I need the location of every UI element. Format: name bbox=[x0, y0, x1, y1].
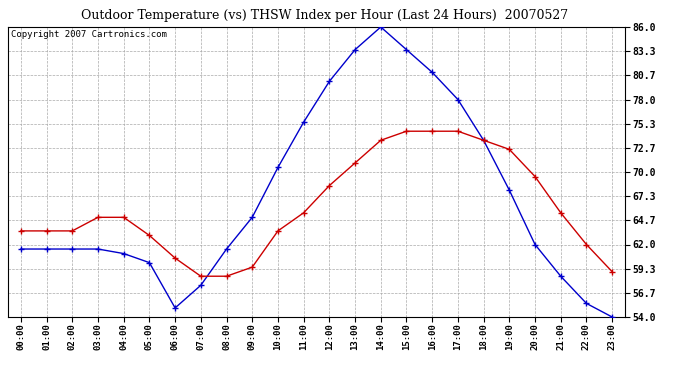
Text: Outdoor Temperature (vs) THSW Index per Hour (Last 24 Hours)  20070527: Outdoor Temperature (vs) THSW Index per … bbox=[81, 9, 568, 22]
Text: Copyright 2007 Cartronics.com: Copyright 2007 Cartronics.com bbox=[11, 30, 167, 39]
